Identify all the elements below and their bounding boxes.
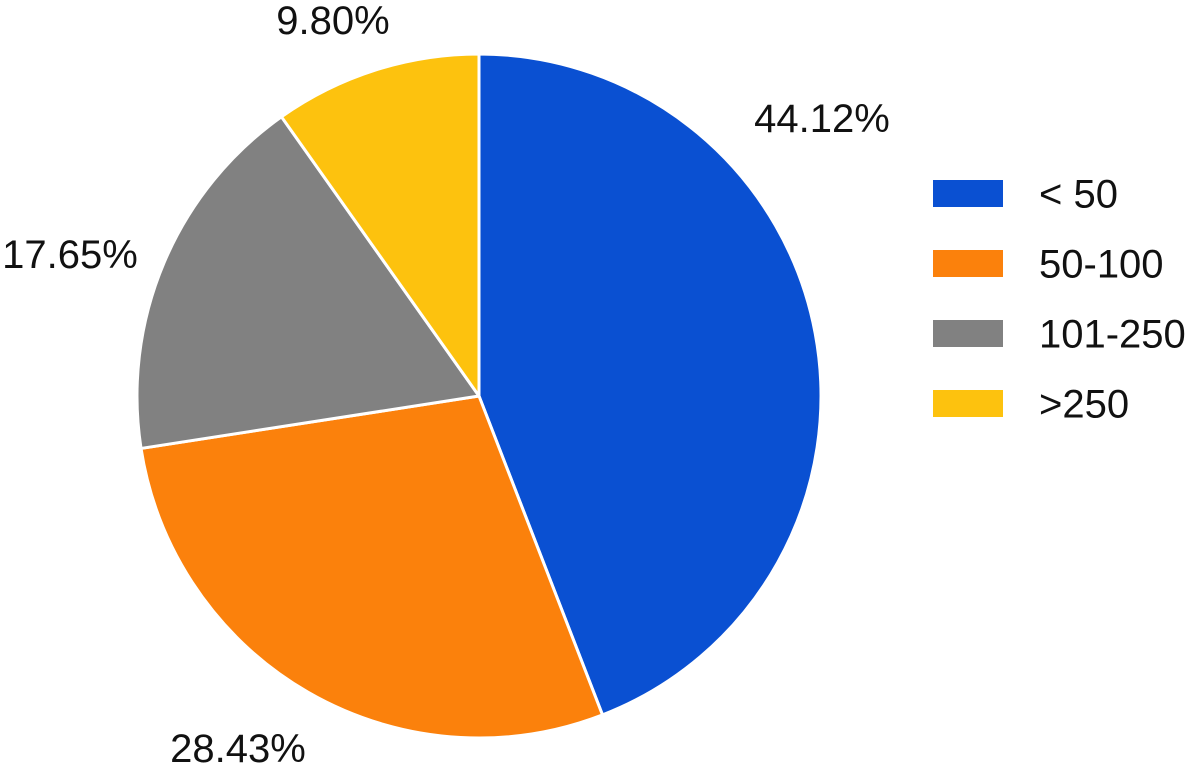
legend-swatch-2	[933, 250, 1003, 277]
legend-label-2: 50-100	[1039, 243, 1164, 287]
slice-value-label-3: 17.65%	[2, 233, 138, 277]
legend-swatch-1	[933, 180, 1003, 207]
legend-label-4: >250	[1039, 383, 1129, 427]
slice-value-label-1: 44.12%	[754, 97, 890, 141]
pie-slice-4	[279, 52, 481, 398]
pie-slice-3	[135, 115, 481, 450]
legend-swatch-4	[933, 390, 1003, 417]
legend: < 50 50-100 101-250 >250	[933, 173, 1186, 427]
legend-label-1: < 50	[1039, 173, 1118, 217]
pie-slice-2	[139, 394, 604, 740]
slice-value-label-2: 28.43%	[170, 727, 306, 771]
legend-label-3: 101-250	[1039, 313, 1186, 357]
slice-value-label-4: 9.80%	[276, 0, 389, 43]
pie-slices	[135, 52, 823, 740]
legend-swatch-3	[933, 320, 1003, 347]
slice-value-labels: 44.12% 28.43% 17.65% 9.80%	[2, 0, 890, 771]
pie-slice-1	[477, 52, 823, 717]
